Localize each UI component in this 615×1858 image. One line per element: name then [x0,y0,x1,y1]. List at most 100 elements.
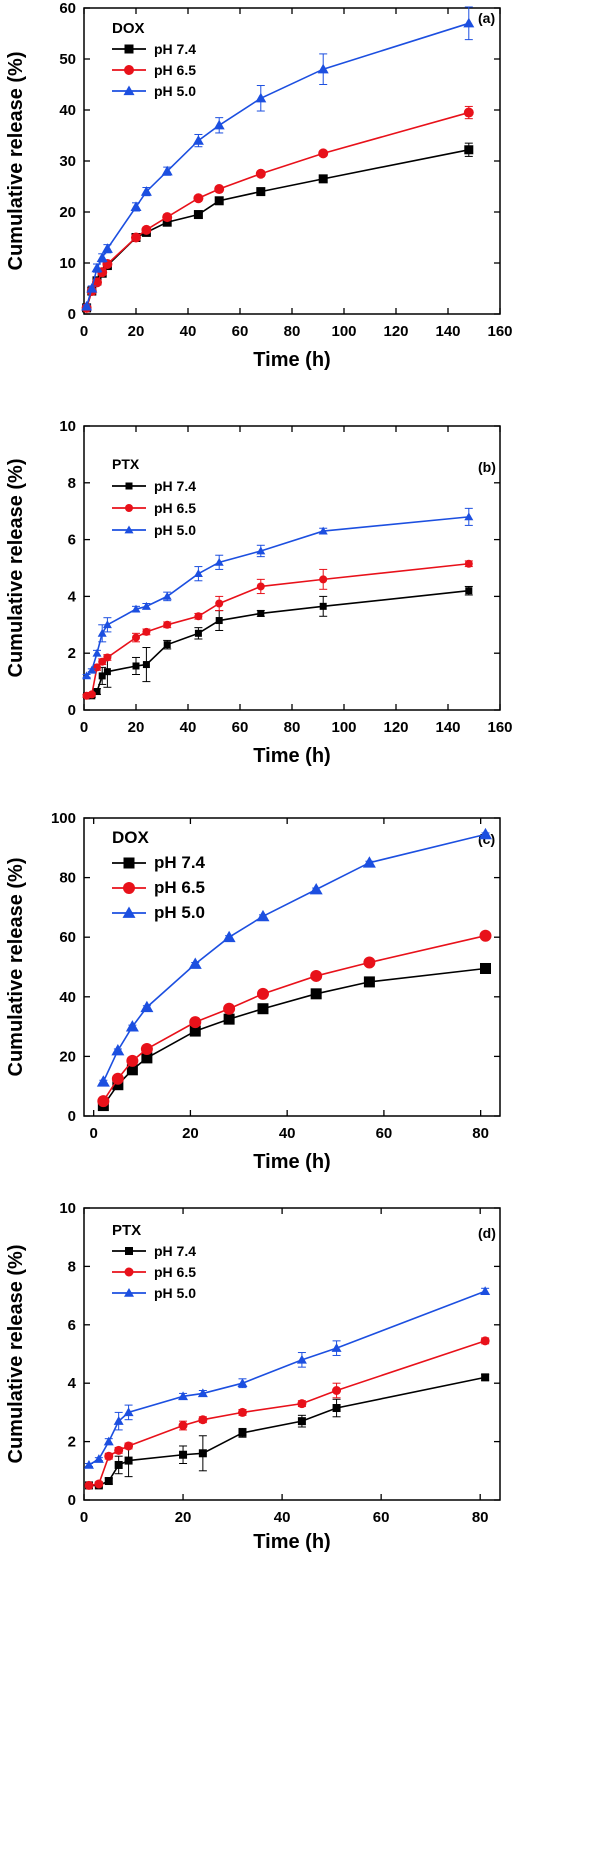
data-point [464,145,474,155]
data-point [256,909,270,922]
data-point [256,546,266,555]
y-axis-title: Cumulative release (%) [5,459,27,678]
data-point [192,135,204,145]
legend-marker [124,1288,134,1297]
x-tick-label: 40 [180,323,197,340]
data-point [194,612,203,621]
data-point [87,690,96,699]
plot-frame [83,1207,501,1501]
data-point [132,662,140,670]
data-point [256,987,269,1000]
legend-marker [124,1267,134,1277]
x-tick-label: 100 [331,719,356,736]
x-tick-label: 20 [128,719,145,736]
data-point [215,617,223,625]
y-tick-label: 20 [59,204,76,221]
legend-label: pH 6.5 [154,878,205,897]
y-tick-label: 6 [68,532,76,549]
y-tick-label: 0 [68,306,76,323]
data-point [214,557,224,566]
x-tick-label: 120 [383,323,408,340]
data-point [84,1480,94,1490]
legend-marker [125,1247,133,1255]
series-line [88,1340,486,1487]
data-point [189,1016,202,1029]
data-point [98,672,106,680]
x-tick-label: 140 [435,323,460,340]
series-line [102,934,486,1102]
legend-marker [123,882,135,894]
data-point [237,1407,247,1417]
drug-label: DOX [112,828,150,847]
y-tick-label: 0 [68,1108,76,1125]
data-point [238,1428,247,1437]
y-tick-label: 8 [68,475,76,492]
data-point [81,300,93,311]
y-tick-label: 10 [59,1200,76,1217]
data-point [86,283,98,293]
y-axis-title: Cumulative release (%) [5,858,27,1077]
x-tick-label: 0 [80,1509,88,1526]
data-point [318,148,329,159]
data-point [317,63,329,74]
data-point [101,243,113,253]
data-point [178,1421,188,1431]
data-point [103,653,112,662]
data-point [103,668,111,676]
legend-label: pH 7.4 [154,41,196,57]
x-tick-label: 80 [472,1509,489,1526]
series-group [81,6,475,311]
data-point [223,1002,236,1015]
data-point [140,1042,153,1055]
y-tick-label: 6 [68,1317,76,1334]
data-point [363,956,376,969]
data-point [463,107,474,118]
y-tick-label: 8 [68,1258,76,1275]
data-point [296,1354,307,1364]
panel-tag: (b) [478,459,496,475]
x-tick-label: 40 [274,1509,291,1526]
data-point [223,1013,235,1025]
panel-d-chart: 0 20 40 60 80 0 2 4 6 8 10 Time (h) Cumulative relea… [5,1200,501,1553]
data-point [104,1451,114,1461]
x-tick-label: 0 [90,1125,98,1142]
data-point [479,962,491,974]
data-point [104,1477,113,1486]
legend-label: pH 5.0 [154,83,196,99]
legend-label: pH 6.5 [154,500,196,516]
data-point [193,210,203,220]
data-point [255,168,266,179]
data-point [213,119,225,130]
legend-label: pH 7.4 [154,1243,196,1259]
y-tick-label: 2 [68,645,76,662]
y-tick-label: 60 [59,0,76,17]
data-point [113,1416,124,1425]
data-point [163,620,172,629]
x-tick-label: 20 [128,323,145,340]
data-point [124,1441,134,1451]
series-group [97,929,492,1108]
data-point [297,1417,306,1426]
series-group [96,827,492,1087]
x-tick-label: 20 [175,1509,192,1526]
data-point [463,17,475,28]
data-point [131,604,141,613]
data-point [140,186,152,196]
x-tick-label: 60 [376,1125,393,1142]
data-point [132,633,140,642]
data-point [464,559,473,568]
data-point [126,1064,138,1076]
x-tick-label: 160 [487,719,512,736]
data-point [318,526,328,535]
x-tick-label: 40 [279,1125,296,1142]
data-point [125,1020,139,1032]
legend-marker [122,906,136,918]
data-point [237,1378,248,1387]
series-group [82,559,473,700]
data-point [93,1454,104,1463]
legend-marker [124,44,134,54]
legend-label: pH 7.4 [154,853,206,872]
data-point [256,187,266,197]
